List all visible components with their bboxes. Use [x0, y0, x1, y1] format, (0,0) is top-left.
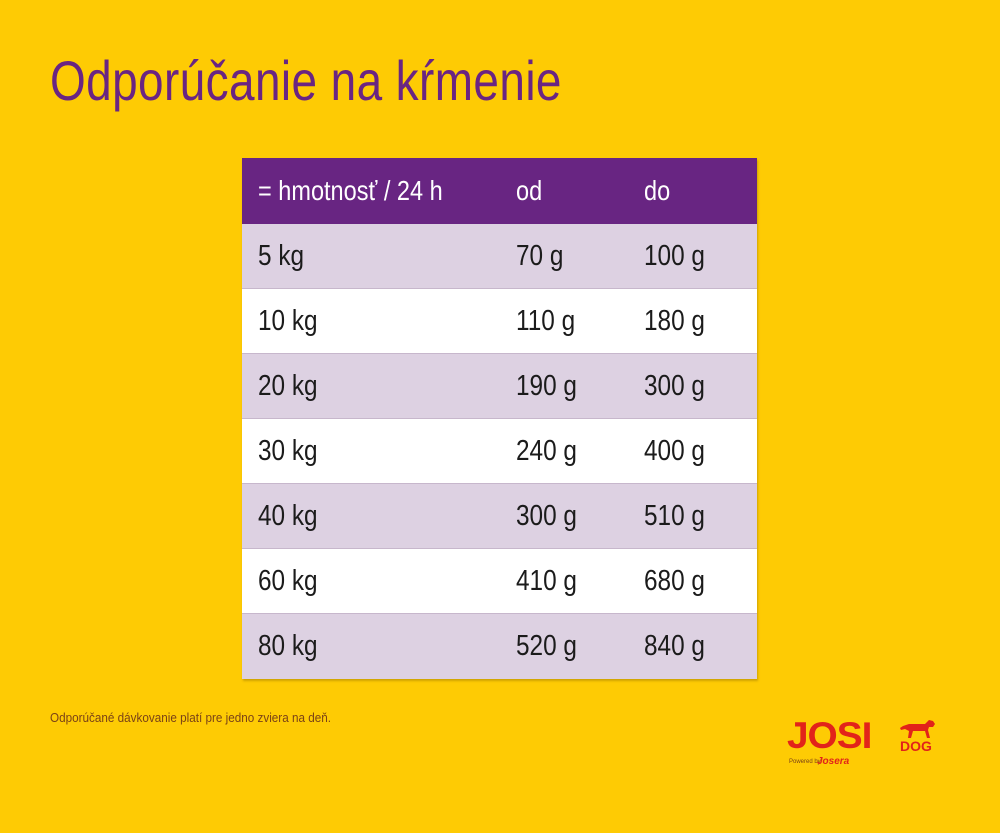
weight-cell: 40 kg	[258, 499, 318, 532]
table-row: 60 kg 410 g 680 g	[242, 549, 757, 614]
weight-cell: 80 kg	[258, 630, 318, 662]
weight-cell: 20 kg	[258, 369, 318, 402]
header-to: do	[644, 175, 671, 206]
header-from: od	[516, 175, 543, 206]
from-cell: 240 g	[516, 434, 577, 467]
logo-sub-text: DOG	[900, 738, 932, 754]
from-cell: 520 g	[516, 630, 577, 662]
dosage-note: Odporúčané dávkovanie platí pre jedno zv…	[50, 710, 331, 725]
weight-cell: 10 kg	[258, 304, 318, 337]
to-cell: 100 g	[644, 239, 705, 272]
table-row: 30 kg 240 g 400 g	[242, 419, 757, 484]
parent-brand-text: Josera	[817, 756, 850, 767]
table-row: 40 kg 300 g 510 g	[242, 484, 757, 549]
to-cell: 510 g	[644, 499, 705, 532]
weight-cell: 30 kg	[258, 434, 318, 467]
to-cell: 180 g	[644, 304, 705, 337]
from-cell: 300 g	[516, 499, 577, 532]
to-cell: 300 g	[644, 369, 705, 402]
table-row: 5 kg 70 g 100 g	[242, 224, 757, 289]
from-cell: 70 g	[516, 239, 564, 272]
weight-cell: 5 kg	[258, 239, 305, 272]
from-cell: 190 g	[516, 369, 577, 402]
dog-icon	[900, 720, 935, 738]
table-row: 10 kg 110 g 180 g	[242, 289, 757, 354]
table-row: 20 kg 190 g 300 g	[242, 354, 757, 419]
from-cell: 410 g	[516, 564, 577, 597]
table-header: = hmotnosť / 24 h od do	[242, 158, 757, 224]
logo-brand-text: JOSI	[787, 715, 872, 756]
josidog-logo: JOSI DOG Powered by Josera	[787, 716, 947, 776]
weight-cell: 60 kg	[258, 564, 318, 597]
header-weight: = hmotnosť / 24 h	[258, 175, 443, 206]
to-cell: 400 g	[644, 434, 705, 467]
table-row: 80 kg 520 g 840 g	[242, 614, 757, 679]
to-cell: 840 g	[644, 630, 705, 662]
page-title: Odporúčanie na kŕmenie	[50, 49, 562, 112]
feeding-table: = hmotnosť / 24 h od do 5 kg 70 g 100 g …	[242, 158, 757, 679]
powered-by-label: Powered by	[789, 759, 821, 765]
to-cell: 680 g	[644, 564, 705, 597]
from-cell: 110 g	[516, 304, 576, 337]
